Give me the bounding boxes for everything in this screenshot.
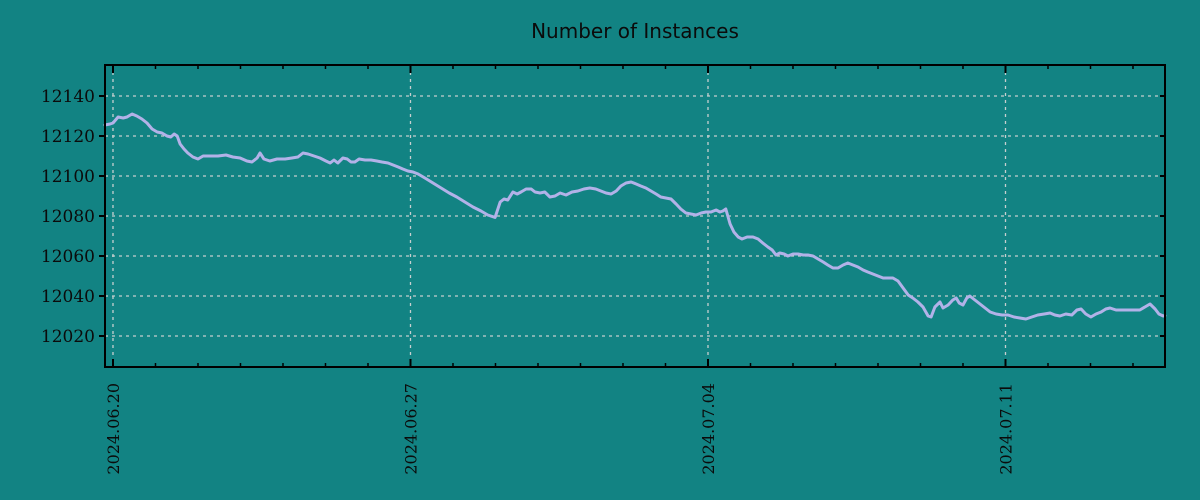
- y-tick-label: 12080: [41, 207, 95, 227]
- y-tick-label: 12060: [41, 247, 95, 267]
- grid-layer: [105, 65, 1165, 367]
- x-tick-label: 2024.06.27: [401, 383, 420, 475]
- x-tick-label: 2024.07.11: [996, 383, 1015, 475]
- tick-label-layer: 12020 12040 12060 12080 12100 12120 12140 2024.…: [41, 87, 1016, 475]
- y-tick-label: 12100: [41, 167, 95, 187]
- y-tick-label: 12040: [41, 287, 95, 307]
- x-tick-label: 2024.06.20: [104, 383, 123, 475]
- axis-layer: [99, 64, 1166, 368]
- chart-title: Number of Instances: [531, 19, 739, 43]
- data-line: [103, 112, 1167, 321]
- y-tick-label: 12140: [41, 87, 95, 107]
- series-layer: [103, 112, 1167, 321]
- x-tick-label: 2024.07.04: [699, 383, 718, 475]
- plot-border: [104, 64, 1166, 368]
- y-tick-label: 12120: [41, 127, 95, 147]
- y-tick-label: 12020: [41, 327, 95, 347]
